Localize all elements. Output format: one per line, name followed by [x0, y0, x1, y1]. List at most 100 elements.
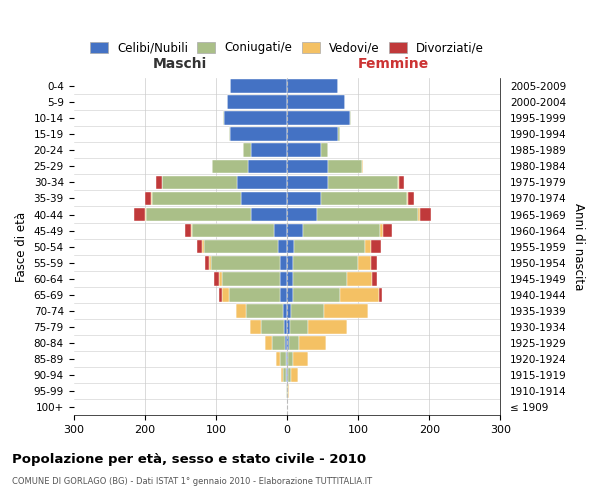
- Bar: [287, 384, 288, 398]
- Bar: [347, 272, 371, 285]
- Bar: [212, 160, 248, 173]
- Legend: Celibi/Nubili, Coniugati/e, Vedovi/e, Divorziati/e: Celibi/Nubili, Coniugati/e, Vedovi/e, Di…: [85, 36, 489, 59]
- Bar: [371, 240, 381, 254]
- Bar: [358, 256, 371, 270]
- Bar: [365, 240, 371, 254]
- Bar: [399, 176, 404, 189]
- Bar: [287, 368, 289, 382]
- Bar: [134, 208, 145, 222]
- Bar: [221, 288, 229, 302]
- Bar: [287, 272, 293, 285]
- Bar: [289, 336, 299, 350]
- Bar: [272, 336, 285, 350]
- Bar: [290, 368, 298, 382]
- Bar: [151, 192, 152, 205]
- Bar: [204, 240, 278, 254]
- Bar: [286, 352, 287, 366]
- Bar: [250, 320, 262, 334]
- Bar: [275, 352, 280, 366]
- Bar: [229, 288, 280, 302]
- Bar: [289, 352, 293, 366]
- Bar: [220, 288, 221, 302]
- Bar: [380, 224, 383, 237]
- Bar: [287, 336, 289, 350]
- Bar: [237, 176, 287, 189]
- Bar: [324, 304, 368, 318]
- Y-axis label: Fasce di età: Fasce di età: [15, 212, 28, 282]
- Bar: [287, 256, 293, 270]
- Bar: [145, 192, 151, 205]
- Bar: [209, 256, 211, 270]
- Bar: [328, 176, 398, 189]
- Bar: [156, 176, 162, 189]
- Bar: [236, 304, 246, 318]
- Bar: [162, 176, 163, 189]
- Bar: [163, 176, 237, 189]
- Bar: [280, 272, 287, 285]
- Bar: [221, 272, 280, 285]
- Bar: [274, 224, 287, 237]
- Bar: [293, 256, 358, 270]
- Bar: [408, 192, 413, 205]
- Bar: [290, 320, 308, 334]
- Bar: [146, 208, 251, 222]
- Text: COMUNE DI GORLAGO (BG) - Dati ISTAT 1° gennaio 2010 - Elaborazione TUTTITALIA.IT: COMUNE DI GORLAGO (BG) - Dati ISTAT 1° g…: [12, 478, 372, 486]
- Bar: [287, 224, 302, 237]
- Bar: [362, 160, 363, 173]
- Bar: [280, 288, 287, 302]
- Bar: [152, 192, 241, 205]
- Bar: [294, 240, 365, 254]
- Bar: [293, 288, 340, 302]
- Bar: [243, 144, 251, 157]
- Bar: [280, 352, 286, 366]
- Bar: [321, 192, 407, 205]
- Text: Popolazione per età, sesso e stato civile - 2010: Popolazione per età, sesso e stato civil…: [12, 452, 366, 466]
- Bar: [287, 208, 317, 222]
- Bar: [251, 144, 287, 157]
- Bar: [202, 240, 204, 254]
- Bar: [205, 256, 209, 270]
- Bar: [241, 192, 287, 205]
- Bar: [265, 336, 272, 350]
- Bar: [214, 272, 218, 285]
- Bar: [287, 160, 328, 173]
- Bar: [229, 128, 230, 141]
- Bar: [287, 288, 293, 302]
- Bar: [280, 256, 287, 270]
- Bar: [289, 368, 290, 382]
- Text: Femmine: Femmine: [358, 57, 430, 71]
- Bar: [246, 304, 283, 318]
- Bar: [379, 288, 382, 302]
- Bar: [251, 208, 287, 222]
- Bar: [418, 208, 420, 222]
- Bar: [278, 240, 287, 254]
- Bar: [287, 352, 289, 366]
- Bar: [248, 160, 287, 173]
- Bar: [287, 79, 338, 93]
- Bar: [227, 96, 287, 109]
- Bar: [281, 368, 283, 382]
- Bar: [398, 176, 399, 189]
- Bar: [287, 320, 290, 334]
- Bar: [407, 192, 408, 205]
- Bar: [371, 272, 377, 285]
- Bar: [230, 79, 287, 93]
- Bar: [287, 128, 338, 141]
- Bar: [291, 304, 324, 318]
- Bar: [193, 224, 274, 237]
- Bar: [308, 320, 347, 334]
- Bar: [350, 112, 351, 125]
- Bar: [145, 208, 146, 222]
- Bar: [288, 384, 289, 398]
- Y-axis label: Anni di nascita: Anni di nascita: [572, 203, 585, 290]
- Bar: [286, 368, 287, 382]
- Bar: [185, 224, 191, 237]
- Bar: [328, 160, 362, 173]
- Bar: [287, 176, 328, 189]
- Bar: [218, 272, 221, 285]
- Bar: [286, 384, 287, 398]
- Bar: [287, 112, 350, 125]
- Bar: [287, 192, 321, 205]
- Bar: [191, 224, 193, 237]
- Bar: [287, 144, 321, 157]
